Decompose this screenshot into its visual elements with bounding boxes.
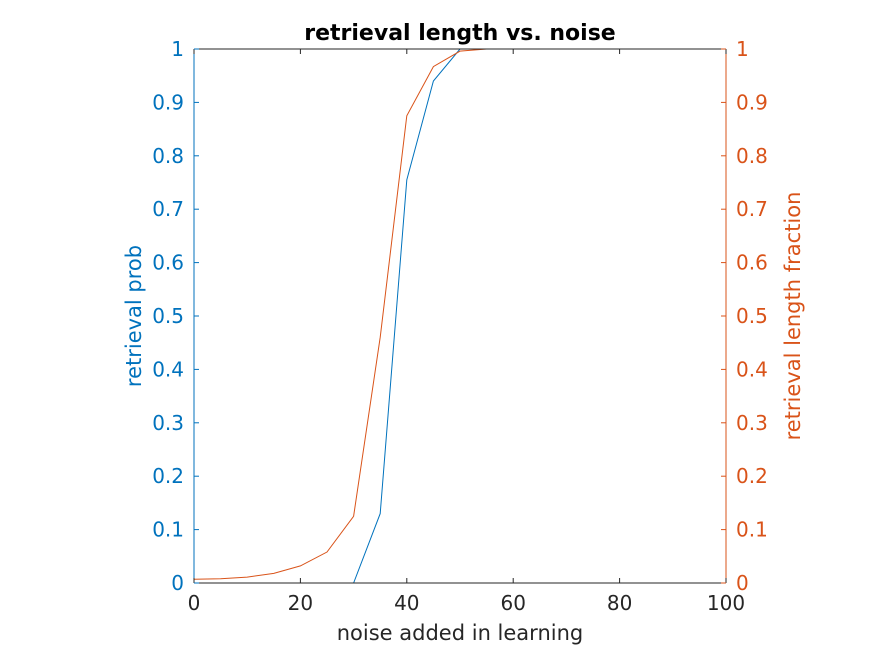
y-right-tick-label: 0.7 xyxy=(736,197,768,221)
x-tick-label: 60 xyxy=(500,591,525,615)
y-left-tick-label: 0.5 xyxy=(152,304,184,328)
y-right-tick-label: 0.1 xyxy=(736,518,768,542)
x-tick-label: 80 xyxy=(607,591,632,615)
y-left-tick-label: 0.4 xyxy=(152,357,184,381)
y-right-tick-label: 0.6 xyxy=(736,251,768,275)
y-right-tick-label: 0.2 xyxy=(736,464,768,488)
y-right-tick-label: 0.9 xyxy=(736,90,768,114)
y-right-tick-label: 0.5 xyxy=(736,304,768,328)
y-left-tick-label: 0.2 xyxy=(152,464,184,488)
y-right-tick-label: 0.4 xyxy=(736,357,768,381)
chart-title: retrieval length vs. noise xyxy=(304,21,615,46)
axes: 0 20 40 60 80 10000.10.20.30.40.50.60.70.80.9… xyxy=(152,37,768,615)
y-right-tick-label: 0.3 xyxy=(736,411,768,435)
y-left-tick-label: 1 xyxy=(171,37,184,61)
y-left-tick-label: 0.3 xyxy=(152,411,184,435)
y-right-tick-label: 1 xyxy=(736,37,749,61)
x-tick-label: 0 xyxy=(188,591,201,615)
y-left-tick-label: 0 xyxy=(171,571,184,595)
y-left-tick-label: 0.9 xyxy=(152,90,184,114)
x-tick-label: 100 xyxy=(707,591,745,615)
y-left-tick-label: 0.1 xyxy=(152,518,184,542)
plot-area xyxy=(194,49,726,583)
y-axis-left-label: retrieval prob xyxy=(122,245,146,387)
x-axis-label: noise added in learning xyxy=(337,621,583,645)
y-left-tick-label: 0.6 xyxy=(152,251,184,275)
y-left-tick-label: 0.7 xyxy=(152,197,184,221)
y-right-tick-label: 0 xyxy=(736,571,749,595)
y-right-tick-label: 0.8 xyxy=(736,144,768,168)
y-left-tick-label: 0.8 xyxy=(152,144,184,168)
x-tick-label: 20 xyxy=(288,591,313,615)
x-tick-label: 40 xyxy=(394,591,419,615)
y-axis-right-label: retrieval length fraction xyxy=(781,192,805,441)
